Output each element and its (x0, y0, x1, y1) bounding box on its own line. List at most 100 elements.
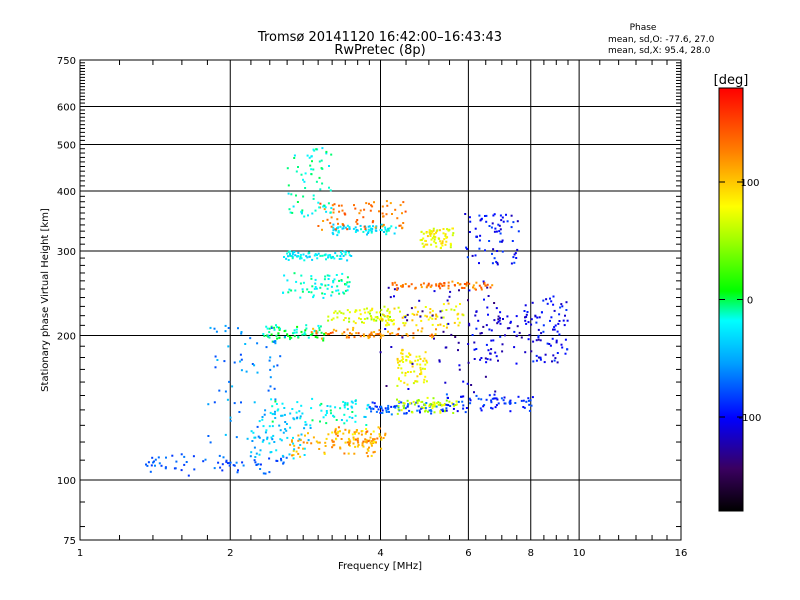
data-point (366, 448, 369, 451)
data-point (307, 439, 310, 442)
data-point (224, 324, 227, 327)
data-point (335, 438, 338, 441)
data-point (357, 444, 360, 446)
data-point (398, 364, 401, 367)
data-point (283, 407, 286, 409)
data-point (331, 291, 334, 294)
data-point (496, 398, 499, 401)
data-point (404, 315, 407, 317)
data-point (432, 227, 435, 230)
data-point (422, 232, 425, 235)
data-point (303, 333, 306, 336)
data-point (432, 229, 435, 232)
data-point (355, 332, 358, 335)
data-point (423, 378, 426, 381)
y-tick-label: 300 (57, 247, 76, 258)
data-point (553, 328, 556, 331)
data-point (320, 402, 323, 405)
data-point (342, 400, 345, 403)
data-point (297, 434, 300, 437)
data-point (352, 320, 355, 323)
data-point (384, 407, 387, 410)
data-point (246, 437, 249, 440)
data-point (445, 240, 448, 243)
data-point (293, 154, 296, 157)
data-point (477, 319, 480, 322)
data-point (330, 318, 333, 321)
data-point (346, 441, 349, 444)
data-point (319, 188, 322, 191)
data-point (343, 331, 346, 334)
data-point (249, 337, 252, 340)
data-point (417, 359, 419, 362)
data-point (309, 164, 312, 167)
data-point (287, 255, 289, 258)
data-point (289, 412, 292, 415)
data-point (283, 274, 286, 277)
data-point (496, 250, 499, 252)
data-point (282, 431, 285, 434)
data-point (325, 210, 328, 213)
data-point (395, 284, 398, 287)
data-point (540, 332, 543, 335)
data-point (453, 321, 456, 324)
data-point (494, 351, 497, 354)
data-point (465, 283, 468, 285)
data-point (526, 311, 529, 313)
data-point (529, 399, 532, 402)
data-point (330, 256, 333, 259)
data-point (310, 333, 313, 336)
data-point (385, 324, 388, 327)
data-point (525, 322, 528, 325)
data-point (414, 287, 417, 290)
data-point (276, 409, 279, 412)
data-point (445, 409, 448, 412)
data-point (226, 398, 229, 401)
data-point (229, 416, 232, 419)
data-point (421, 327, 424, 330)
data-point (444, 234, 447, 237)
data-point (330, 285, 333, 288)
data-point (330, 412, 332, 415)
data-point (338, 279, 341, 282)
data-point (486, 286, 489, 289)
data-point (433, 233, 436, 235)
data-point (305, 324, 308, 327)
data-point (451, 402, 454, 405)
data-point (393, 307, 396, 310)
data-point (370, 318, 373, 321)
data-point (494, 227, 497, 230)
data-point (321, 228, 323, 231)
data-point (473, 391, 475, 394)
data-point (333, 278, 336, 281)
data-point (439, 402, 442, 405)
data-point (268, 336, 271, 339)
data-point (311, 212, 314, 215)
data-point (475, 394, 478, 397)
data-point (455, 403, 458, 406)
data-point (424, 367, 426, 370)
data-point (299, 444, 302, 446)
data-point (267, 334, 270, 337)
data-point (207, 435, 210, 437)
data-point (332, 281, 335, 284)
data-point (420, 407, 423, 410)
data-point (437, 401, 440, 404)
data-point (424, 351, 427, 354)
data-point (439, 287, 442, 290)
minor-ticks (80, 60, 681, 540)
data-point (235, 436, 238, 439)
data-point (525, 313, 528, 316)
data-point (542, 299, 545, 302)
data-point (285, 423, 288, 425)
data-point (277, 332, 280, 335)
data-point (192, 455, 195, 458)
data-point (468, 231, 471, 233)
data-point (367, 311, 370, 314)
data-point (408, 352, 410, 355)
data-point (485, 220, 488, 223)
data-point (269, 368, 272, 371)
data-point (312, 168, 315, 171)
data-point (487, 295, 490, 297)
data-point (457, 312, 460, 315)
